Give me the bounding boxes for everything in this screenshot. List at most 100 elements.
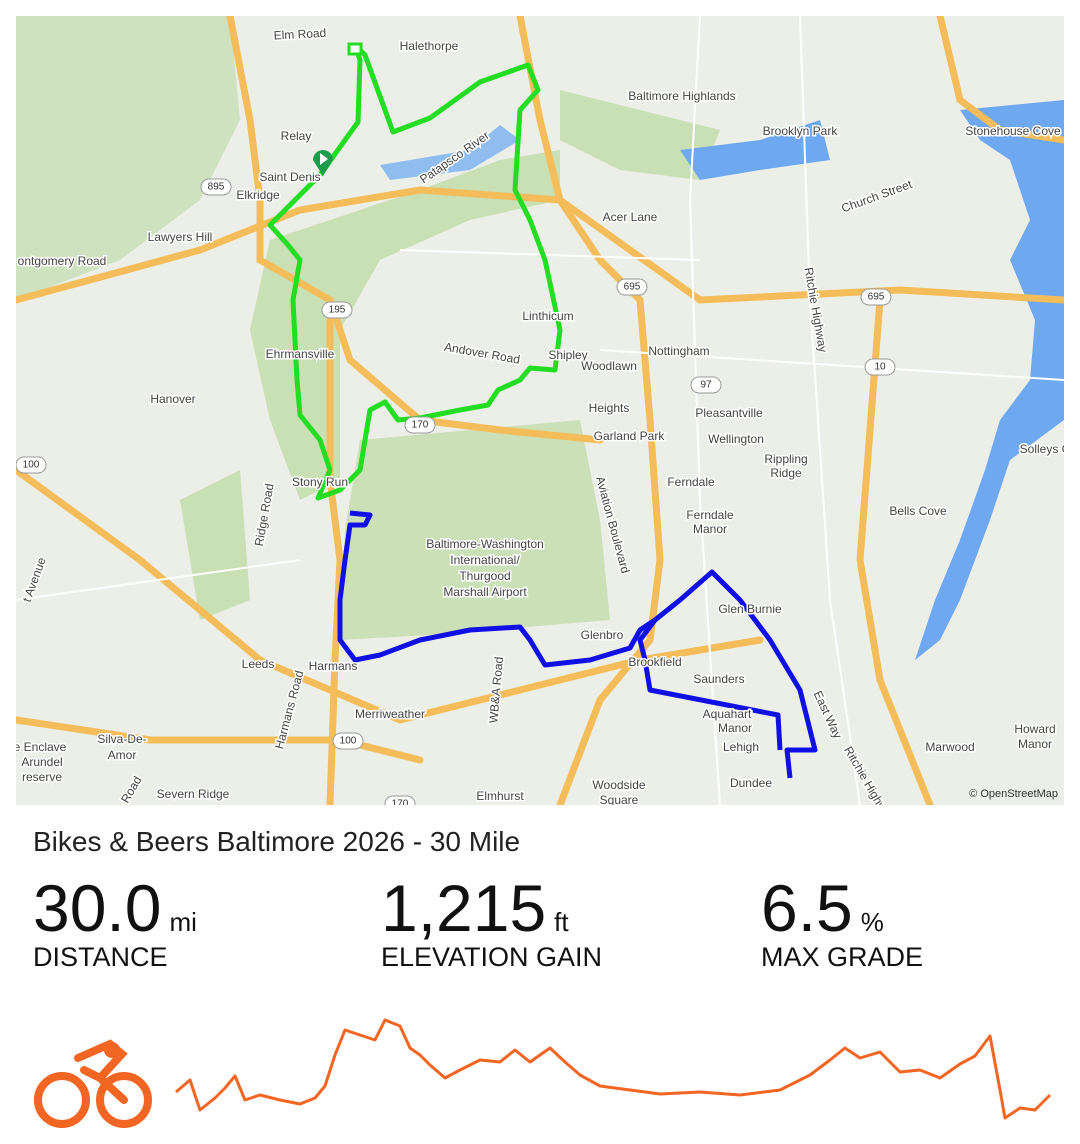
place-label: Merriweather — [355, 707, 425, 721]
place-label: Hanover — [150, 392, 195, 406]
place-label: Ferndale — [686, 508, 734, 522]
place-label: Saint Denis — [259, 170, 320, 184]
place-label: Solleys C — [1020, 442, 1064, 456]
route-south-loop — [637, 618, 783, 751]
place-label: Baltimore-Washington — [426, 537, 544, 551]
shield — [384, 795, 416, 805]
place-label: Elm Road — [273, 26, 326, 43]
shield — [616, 278, 648, 296]
place-label: Lehigh — [723, 740, 759, 754]
shield-number: 100 — [340, 736, 357, 747]
shield-number: 195 — [329, 305, 346, 316]
place-label: Ehrmansville — [266, 347, 335, 361]
place-label: Marwood — [925, 740, 974, 754]
place-label: e Enclave — [16, 740, 67, 754]
place-label: Arundel — [21, 755, 62, 769]
place-label: Severn Ridge — [157, 787, 230, 801]
place-label: Leeds — [242, 657, 275, 671]
place-label: Manor — [693, 522, 727, 536]
place-label: Elmhurst — [476, 789, 524, 803]
stat-label: ELEVATION GAIN — [381, 942, 603, 972]
place-label: Harmans — [309, 659, 358, 673]
shield-number: 695 — [868, 292, 885, 303]
place-label: Woodlawn — [581, 359, 637, 373]
place-label: Amor — [108, 748, 137, 762]
stat-unit: % — [860, 907, 884, 937]
stat-unit: ft — [554, 907, 569, 937]
stat: 6.5% MAX GRADE — [761, 870, 923, 973]
place-label: Marshall Airport — [443, 585, 527, 599]
bike-rider — [74, 1039, 128, 1104]
attribution: © OpenStreetMap — [969, 788, 1058, 800]
shield — [321, 301, 353, 319]
place-label: Garland Park — [594, 429, 666, 443]
shield — [690, 376, 722, 394]
shield-number: 695 — [624, 282, 641, 293]
place-label: Rippling — [764, 452, 807, 466]
shield — [860, 288, 892, 306]
place-label: International/ — [450, 553, 520, 567]
place-label: Stony Run — [292, 475, 348, 489]
place-label: Wellington — [708, 432, 764, 446]
place-label: Bells Cove — [889, 504, 947, 518]
place-label: Linthicum — [522, 309, 573, 323]
route-title: Bikes & Beers Baltimore 2026 - 30 Mile — [33, 826, 521, 857]
stat-value: 30.0 — [33, 871, 162, 945]
place-label: Brooklyn Park — [763, 124, 839, 138]
place-label: Woodside — [592, 778, 645, 792]
route-north — [267, 43, 563, 501]
place-label: Acer Lane — [603, 210, 658, 224]
stat-label: MAX GRADE — [761, 942, 924, 972]
place-label: reserve — [22, 770, 62, 784]
map: Elm Road Halethorpe Baltimore Highlands Bro… — [16, 16, 1064, 805]
place-label: ontgomery Road — [18, 254, 107, 268]
start-marker — [312, 149, 334, 176]
place-label: Glen Burnie — [718, 602, 782, 616]
place-label: Halethorpe — [400, 39, 459, 53]
stat: 1,215 ft ELEVATION GAIN — [381, 870, 602, 973]
stat: 30.0 mi DISTANCE — [33, 870, 197, 973]
bike-head — [104, 1042, 120, 1058]
shield — [16, 456, 47, 474]
place-label: Pleasantville — [695, 406, 763, 420]
place-label: Aquahart — [703, 707, 752, 721]
place-label: Manor — [1018, 737, 1052, 751]
place-label: Baltimore Highlands — [628, 89, 735, 103]
place-label: Elkridge — [236, 188, 280, 202]
place-label: Nottingham — [648, 344, 709, 358]
streets — [16, 16, 1064, 805]
profile — [34, 1018, 1052, 1128]
route-south — [337, 510, 818, 779]
shield-number: 170 — [412, 420, 429, 431]
place-label: Ridge — [770, 466, 802, 480]
shield-number: 100 — [23, 460, 40, 471]
bike-icon — [34, 1072, 152, 1128]
place-label: Relay — [281, 129, 312, 143]
place-label: Silva-De- — [97, 732, 146, 746]
shield — [200, 178, 232, 196]
place-label: Brookfield — [628, 655, 681, 669]
stat-label: DISTANCE — [33, 942, 168, 972]
elevation-line — [175, 1018, 1052, 1120]
road-shields: 895 195 170 695 97 10 695 100 100 170 — [16, 178, 896, 805]
shield-number: 895 — [208, 182, 225, 193]
start-arrow — [320, 153, 328, 165]
finish-marker — [347, 42, 363, 56]
shield-number: 170 — [392, 799, 409, 805]
place-label: Thurgood — [459, 569, 510, 583]
shield — [404, 416, 436, 434]
place-label: Dundee — [730, 776, 772, 790]
shield — [864, 358, 896, 376]
water — [380, 100, 1064, 660]
place-label: Saunders — [693, 672, 744, 686]
place-label: Ferndale — [667, 475, 715, 489]
place-label: Square — [600, 793, 639, 805]
place-label: Shipley — [548, 348, 587, 362]
place-label: Heights — [589, 401, 630, 415]
place-label: Stonehouse Cove — [965, 124, 1061, 138]
stat-value: 1,215 — [381, 871, 547, 945]
place-label: Lawyers Hill — [148, 230, 213, 244]
place-label: Howard — [1014, 722, 1055, 736]
